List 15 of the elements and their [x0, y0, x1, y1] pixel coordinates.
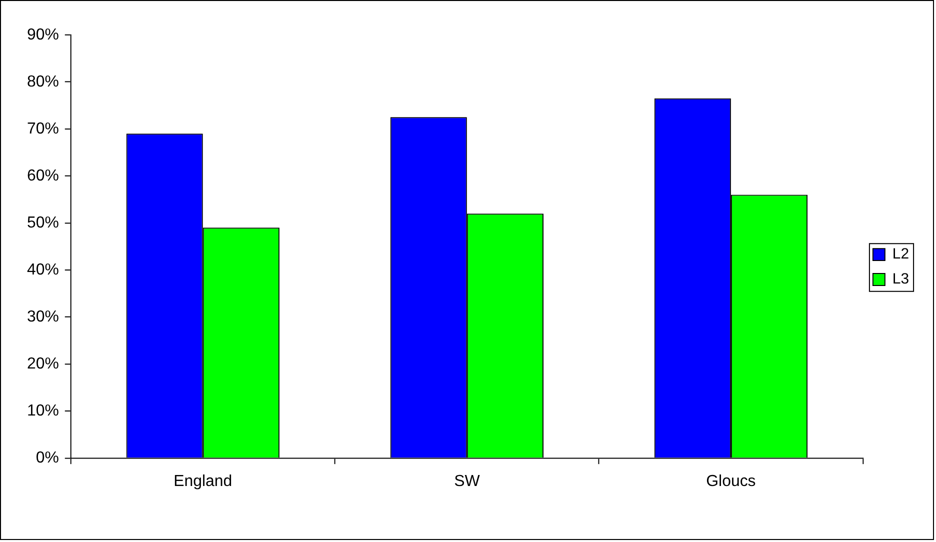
- y-tick-label: 70%: [26, 120, 59, 138]
- y-tick-label: 20%: [26, 355, 59, 372]
- y-tick-label: 50%: [26, 214, 59, 232]
- y-tick-label: 40%: [26, 261, 59, 278]
- y-tick-label: 10%: [26, 402, 59, 420]
- y-tick-label: 30%: [26, 308, 59, 326]
- y-tick-label: 60%: [26, 167, 59, 184]
- legend-label: L2: [892, 246, 910, 263]
- legend-label: L3: [892, 270, 910, 288]
- x-tick-label: SW: [454, 473, 480, 490]
- y-tick-label: 90%: [26, 26, 59, 44]
- y-tick-label: 0%: [36, 450, 59, 466]
- x-tick-label: Gloucs: [706, 473, 756, 490]
- x-tick-label: England: [174, 473, 232, 490]
- y-tick-label: 80%: [26, 73, 59, 90]
